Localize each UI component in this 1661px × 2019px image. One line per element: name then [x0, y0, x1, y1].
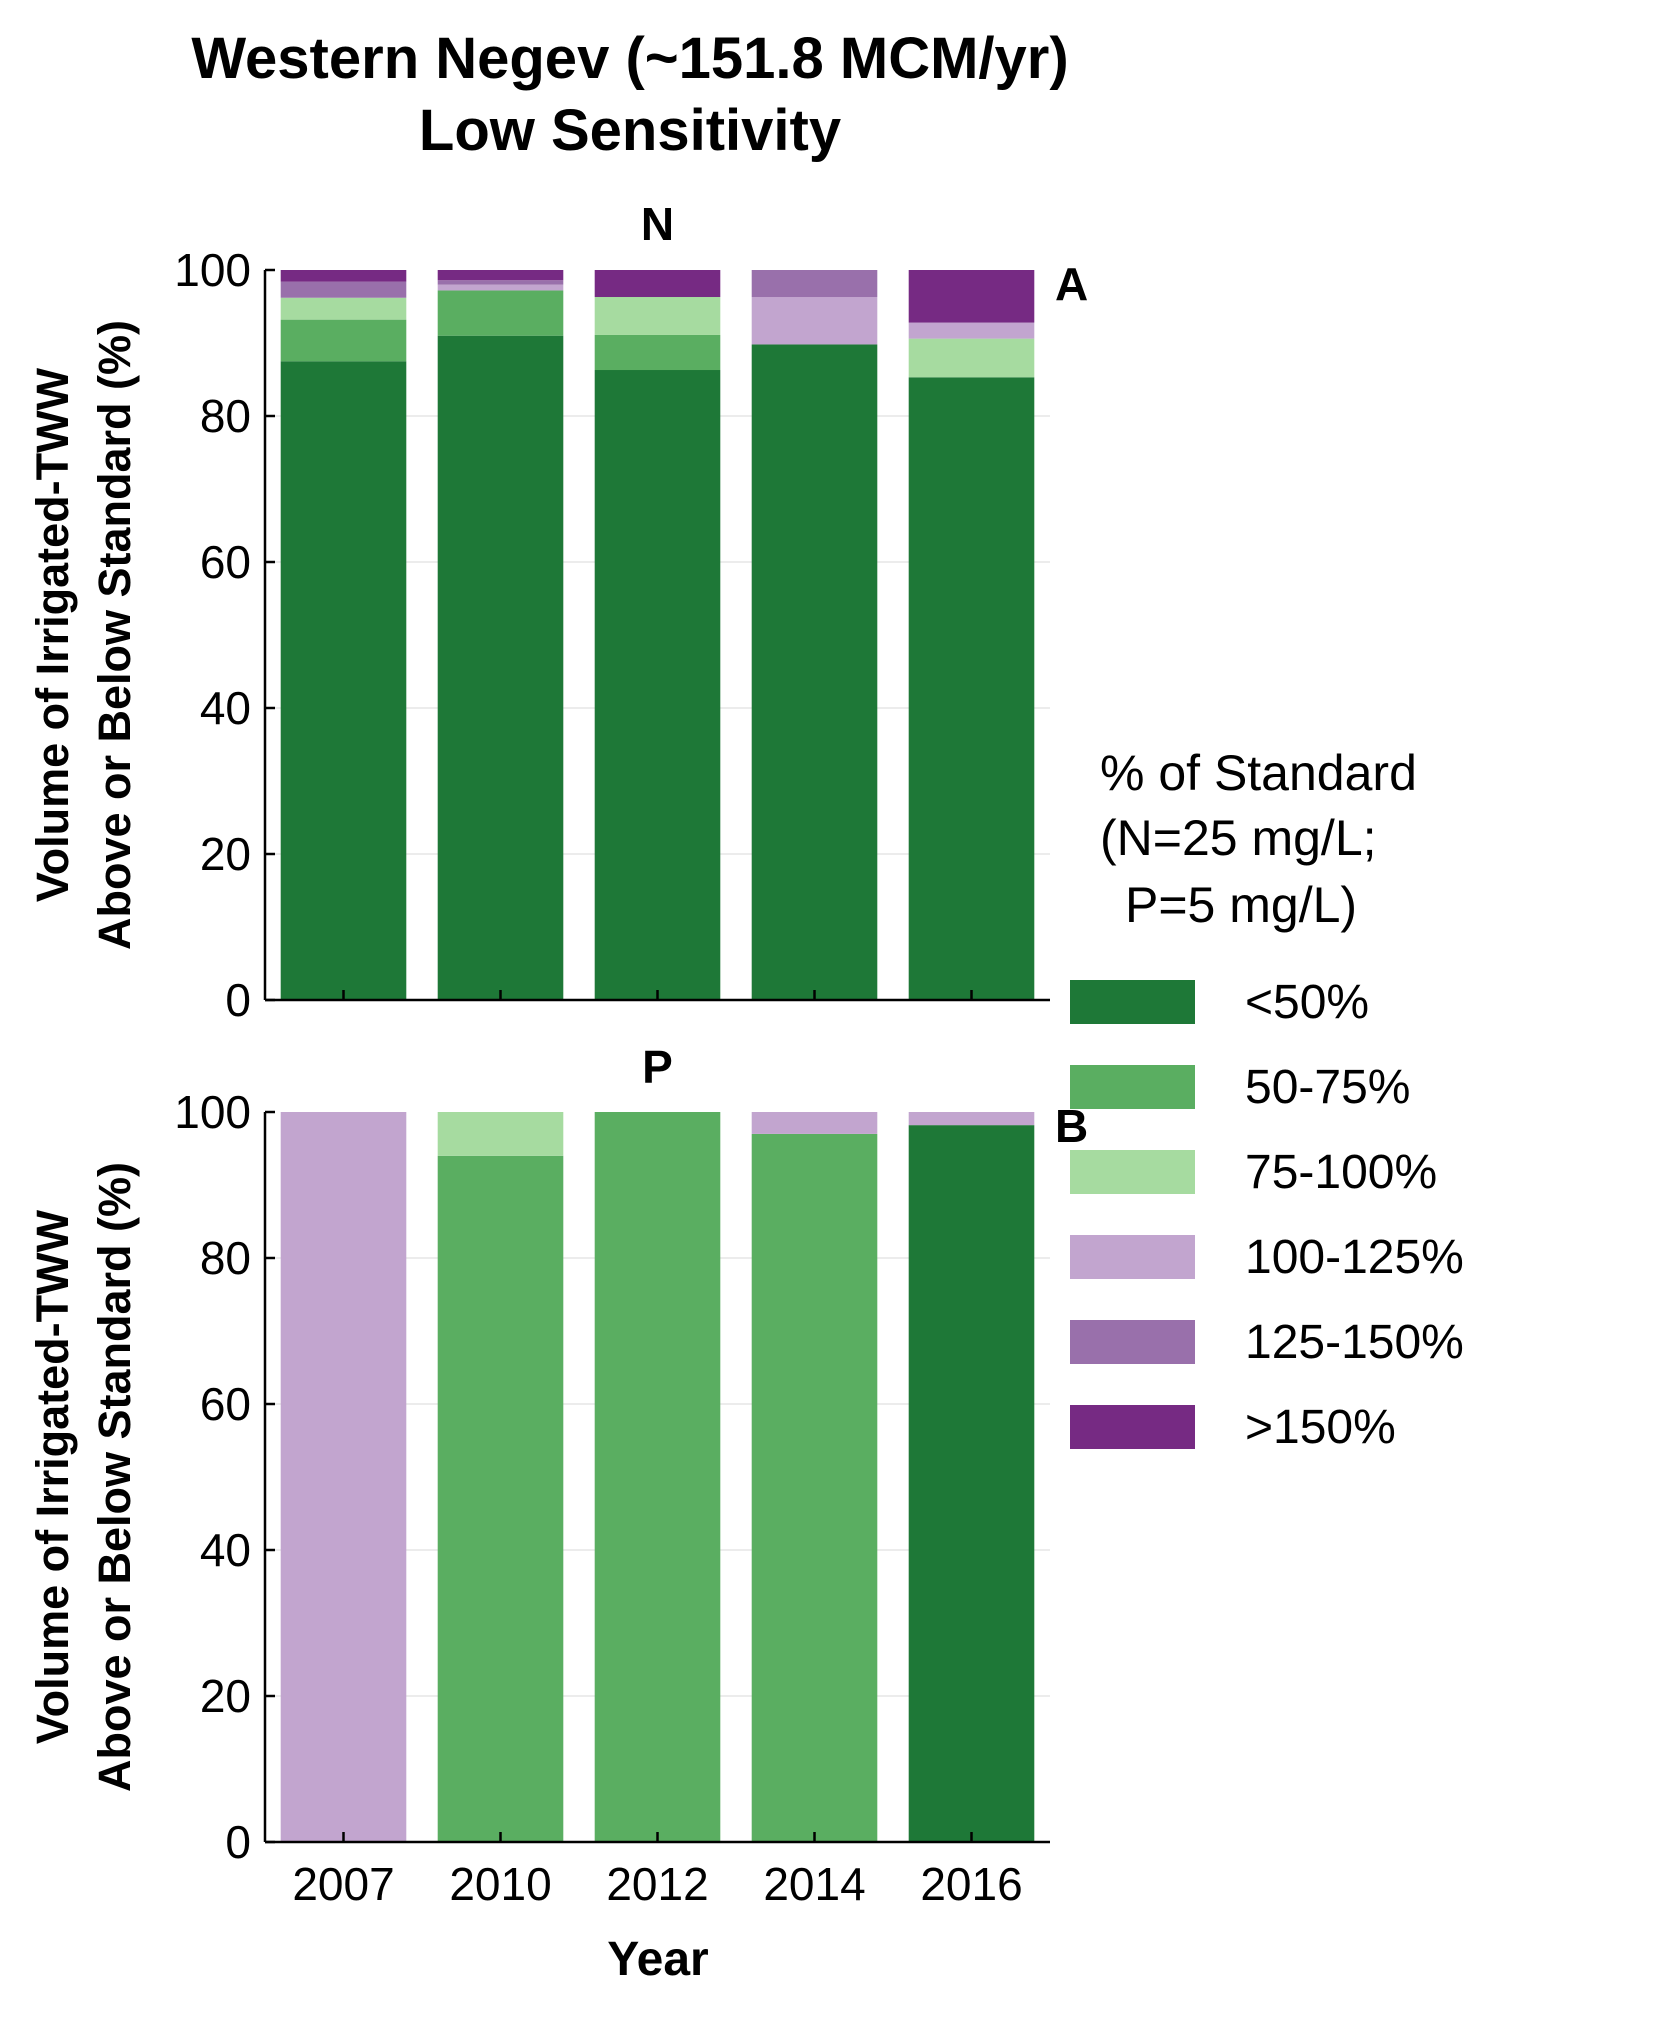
x-axis-label: Year	[607, 1933, 708, 1986]
legend-title: (N=25 mg/L;	[1100, 810, 1377, 866]
y-axis-label: Volume of Irrigated-TWW	[27, 367, 78, 902]
y-tick-label: 40	[200, 1524, 251, 1576]
y-tick-label: 20	[200, 828, 251, 880]
bar-segment	[751, 344, 878, 1001]
bar-segment	[908, 338, 1035, 378]
y-tick-label: 60	[200, 1378, 251, 1430]
y-tick-label: 100	[174, 1086, 251, 1138]
legend: % of Standard (N=25 mg/L; P=5 mg/L) <50% 50-…	[1070, 745, 1464, 1454]
y-tick-label: 40	[200, 682, 251, 734]
bar-segment	[751, 297, 878, 345]
bar-segment	[594, 270, 721, 298]
x-tick-label: 2010	[449, 1858, 551, 1910]
chart-title: Western Negev (~151.8 MCM/yr)	[191, 26, 1068, 91]
panel-n: 0 20 40 60 80 100 N A Volume of Irrigated-TWW Abo…	[27, 198, 1088, 1026]
bar-segment	[908, 322, 1035, 339]
x-tick-label: 2014	[763, 1858, 865, 1910]
legend-swatch	[1070, 1150, 1195, 1194]
bar-segment	[437, 290, 564, 336]
bar-segment	[594, 370, 721, 1000]
bar-segment	[280, 361, 407, 1000]
x-tick-label: 2012	[606, 1858, 708, 1910]
panel-letter: A	[1055, 258, 1088, 310]
panel-title: N	[641, 198, 674, 250]
bar-segment	[908, 1125, 1035, 1842]
bar-segment	[280, 281, 407, 298]
legend-label: 50-75%	[1245, 1061, 1410, 1114]
legend-swatch	[1070, 1320, 1195, 1364]
y-tick-label: 100	[174, 244, 251, 296]
y-tick-label: 80	[200, 390, 251, 442]
bar-segment	[594, 334, 721, 371]
bar-segment	[437, 270, 564, 281]
y-tick-label: 20	[200, 1670, 251, 1722]
y-tick-label: 0	[225, 974, 251, 1026]
chart-subtitle: Low Sensitivity	[419, 98, 841, 163]
panel-title: P	[642, 1041, 673, 1093]
bar-segment	[437, 284, 564, 291]
legend-swatch	[1070, 980, 1195, 1024]
legend-swatch	[1070, 1065, 1195, 1109]
bar-segment	[594, 1112, 721, 1842]
bar-segment	[437, 335, 564, 1000]
bar-segment	[437, 1155, 564, 1842]
legend-label: 100-125%	[1245, 1231, 1464, 1284]
bar-segment	[908, 1112, 1035, 1126]
legend-swatch	[1070, 1235, 1195, 1279]
legend-label: 75-100%	[1245, 1146, 1437, 1199]
x-tick-label: 2016	[920, 1858, 1022, 1910]
bar-segment	[437, 1112, 564, 1156]
y-tick-label: 60	[200, 536, 251, 588]
bar-segment	[751, 1112, 878, 1134]
legend-title: P=5 mg/L)	[1125, 877, 1357, 933]
y-tick-label: 0	[225, 1816, 251, 1868]
y-tick-label: 80	[200, 1232, 251, 1284]
bar-segment	[437, 280, 564, 285]
bar-segment	[594, 297, 721, 335]
y-axis-label: Volume of Irrigated-TWW	[27, 1209, 78, 1744]
bar-segment	[280, 297, 407, 320]
bar-segment	[751, 270, 878, 298]
y-axis-label: Above or Below Standard (%)	[89, 320, 140, 950]
legend-label: >150%	[1245, 1401, 1396, 1454]
bar-segment	[908, 270, 1035, 323]
legend-label: <50%	[1245, 976, 1369, 1029]
legend-swatch	[1070, 1405, 1195, 1449]
legend-label: 125-150%	[1245, 1316, 1464, 1369]
bar-segment	[280, 270, 407, 282]
bar-segment	[280, 1112, 407, 1842]
legend-title: % of Standard	[1100, 745, 1417, 801]
y-axis-label: Above or Below Standard (%)	[89, 1162, 140, 1792]
bar-segment	[908, 377, 1035, 1000]
bar-segment	[280, 319, 407, 362]
bar-segment	[751, 1133, 878, 1842]
x-tick-label: 2007	[292, 1858, 394, 1910]
